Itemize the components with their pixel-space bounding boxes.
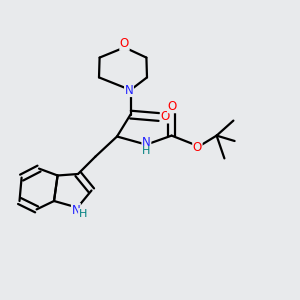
Text: O: O (193, 141, 202, 154)
Text: H: H (142, 146, 151, 157)
Text: O: O (120, 37, 129, 50)
Text: N: N (71, 203, 80, 217)
Text: O: O (168, 100, 177, 113)
Text: H: H (79, 208, 87, 219)
Text: N: N (124, 83, 134, 97)
Text: O: O (160, 110, 169, 123)
Text: N: N (142, 136, 151, 149)
